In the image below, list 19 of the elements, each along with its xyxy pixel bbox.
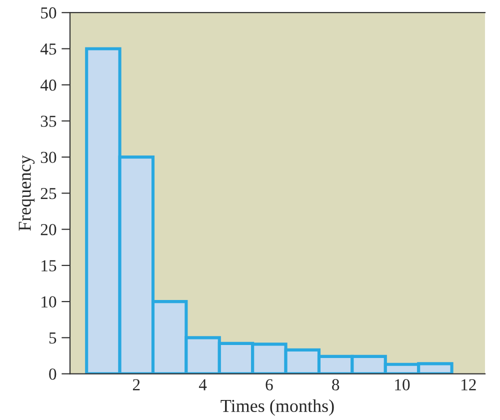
- x-tick-label: 2: [132, 379, 140, 390]
- y-tick-label: 20: [40, 224, 56, 236]
- y-tick-label: 0: [49, 368, 56, 380]
- y-tick-label: 50: [41, 7, 56, 19]
- x-tick-label: 4: [198, 379, 207, 390]
- y-tick-label: 45: [40, 44, 56, 55]
- y-tick-label: 25: [40, 188, 56, 200]
- y-tick-label: 30: [40, 152, 56, 164]
- y-tick-label: 35: [40, 116, 56, 127]
- y-tick-label: 10: [42, 296, 56, 308]
- x-tick-label: 12: [462, 379, 476, 390]
- x-axis-title: Times (months): [220, 399, 334, 416]
- y-axis-title: Frequency: [18, 155, 35, 231]
- x-tick-label: 6: [266, 379, 273, 390]
- y-tick-label: 40: [40, 80, 56, 91]
- x-tick-label: 8: [332, 379, 340, 390]
- x-tick-label: 10: [395, 379, 410, 390]
- y-tick-label: 15: [42, 260, 56, 272]
- y-tick-label: 5: [49, 332, 56, 344]
